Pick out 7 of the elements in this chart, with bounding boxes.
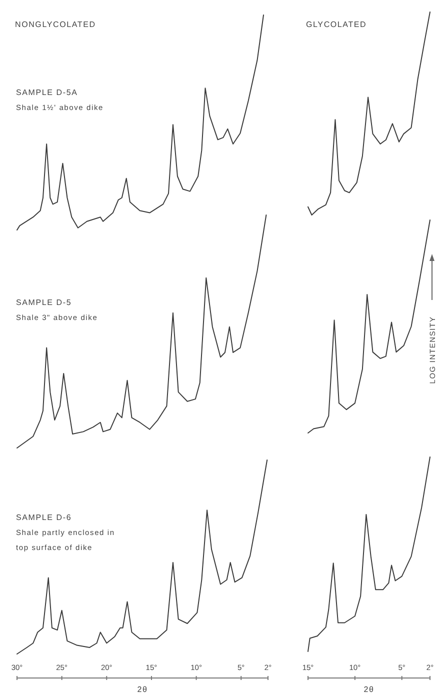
x-axis-title: 2θ xyxy=(364,685,374,694)
text: NONGLYCOLATED xyxy=(15,20,96,29)
annotation: SAMPLE D-6 xyxy=(16,513,72,522)
text: GLYCOLATED xyxy=(306,20,367,29)
annotation: SAMPLE D-5 xyxy=(16,298,72,307)
x-axis-title: 2θ xyxy=(137,685,148,694)
annotation: SAMPLE D-5A xyxy=(16,88,78,97)
